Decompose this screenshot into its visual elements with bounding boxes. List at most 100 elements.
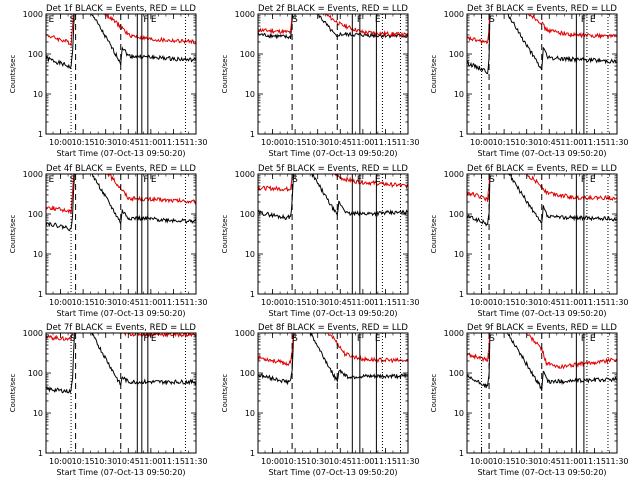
y-tick-label: 10	[33, 409, 43, 418]
x-tick-label: 11:00	[560, 298, 583, 307]
y-axis-title: Counts/sec	[9, 215, 17, 254]
panel-title: Det 6f BLACK = Events, RED = LLD	[467, 164, 617, 174]
interval-marker-label: E	[590, 334, 596, 344]
x-tick-label: 11:15	[374, 457, 397, 466]
y-tick-label: 1000	[444, 10, 464, 19]
x-tick-label: 11:00	[351, 457, 374, 466]
y-tick-label: 1	[250, 449, 255, 458]
series-line-lld	[258, 333, 408, 367]
interval-marker-label: S	[70, 334, 76, 344]
interval-marker-label: S	[489, 175, 495, 185]
x-tick-label: 11:00	[560, 457, 583, 466]
y-tick-label: 100	[449, 50, 464, 59]
y-tick-label: 1000	[235, 10, 255, 19]
x-tick-label: 10:30	[94, 138, 117, 147]
interval-marker-label: F	[143, 15, 148, 25]
y-tick-label: 10	[454, 250, 464, 259]
y-tick-label: 10	[454, 409, 464, 418]
x-tick-label: 10:15	[493, 138, 516, 147]
x-tick-label: 10:45	[538, 138, 561, 147]
x-tick-label: 11:30	[605, 298, 628, 307]
x-tick-label: 11:30	[184, 298, 207, 307]
y-axis-title: Counts/sec	[430, 215, 438, 254]
series-group	[258, 333, 408, 386]
interval-marker-label: E	[375, 334, 381, 344]
x-tick-label: 11:00	[139, 298, 162, 307]
series-line-events	[467, 333, 617, 391]
x-tick-label: 10:15	[284, 298, 307, 307]
x-tick-label: 10:00	[261, 457, 284, 466]
x-axis-title: Start Time (07-Oct-13 09:50:20)	[56, 309, 185, 318]
x-tick-label: 11:00	[351, 138, 374, 147]
x-tick-label: 10:30	[306, 298, 329, 307]
x-tick-label: 11:30	[396, 298, 419, 307]
interval-marker-label: F	[357, 334, 362, 344]
y-tick-label: 1000	[23, 329, 43, 338]
x-tick-label: 11:30	[184, 138, 207, 147]
x-tick-label: 10:00	[470, 138, 493, 147]
y-tick-label: 10	[454, 90, 464, 99]
x-tick-label: 11:30	[605, 138, 628, 147]
x-axis-title: Start Time (07-Oct-13 09:50:20)	[477, 149, 606, 158]
y-tick-label: 1	[38, 130, 43, 139]
panel-title: Det 4f BLACK = Events, RED = LLD	[46, 164, 196, 174]
x-axis-title: Start Time (07-Oct-13 09:50:20)	[268, 309, 397, 318]
y-tick-label: 100	[240, 50, 255, 59]
x-axis-title: Start Time (07-Oct-13 09:50:20)	[477, 468, 606, 477]
interval-marker-label: F	[581, 15, 586, 25]
interval-marker-label: F	[357, 15, 362, 25]
x-tick-label: 10:15	[493, 457, 516, 466]
y-tick-label: 1000	[444, 170, 464, 179]
x-tick-label: 11:00	[351, 298, 374, 307]
x-tick-label: 10:00	[470, 298, 493, 307]
panel-title: Det 8f BLACK = Events, RED = LLD	[258, 323, 408, 333]
series-line-events	[46, 174, 196, 232]
interval-marker-label: S	[489, 15, 495, 25]
panel-title: Det 1f BLACK = Events, RED = LLD	[46, 4, 196, 14]
x-axis-title: Start Time (07-Oct-13 09:50:20)	[268, 149, 397, 158]
interval-marker-label: F	[357, 175, 362, 185]
x-tick-label: 10:00	[49, 138, 72, 147]
y-tick-label: 1	[38, 290, 43, 299]
y-tick-label: 1	[459, 449, 464, 458]
y-tick-label: 1	[459, 130, 464, 139]
panel-title: Det 9f BLACK = Events, RED = LLD	[467, 323, 617, 333]
y-tick-label: 100	[449, 210, 464, 219]
y-tick-label: 100	[28, 50, 43, 59]
x-tick-label: 10:30	[306, 457, 329, 466]
interval-marker-label: S	[70, 15, 76, 25]
x-tick-label: 11:30	[396, 138, 419, 147]
x-tick-label: 11:30	[184, 457, 207, 466]
panel-title: Det 7f BLACK = Events, RED = LLD	[46, 323, 196, 333]
y-tick-label: 10	[245, 409, 255, 418]
y-tick-label: 10	[245, 250, 255, 259]
panel-title: Det 2f BLACK = Events, RED = LLD	[258, 4, 408, 14]
y-tick-label: 1	[459, 290, 464, 299]
x-tick-label: 10:00	[470, 457, 493, 466]
y-tick-label: 1000	[23, 10, 43, 19]
x-tick-label: 10:15	[284, 138, 307, 147]
x-tick-label: 10:30	[94, 457, 117, 466]
x-tick-label: 11:00	[560, 138, 583, 147]
x-tick-label: 11:15	[162, 138, 185, 147]
y-tick-label: 100	[449, 369, 464, 378]
interval-marker-label: S	[292, 334, 298, 344]
x-tick-label: 10:15	[493, 298, 516, 307]
x-tick-label: 11:30	[396, 457, 419, 466]
x-tick-label: 10:15	[72, 138, 95, 147]
y-tick-label: 10	[33, 90, 43, 99]
series-group	[258, 14, 408, 40]
x-tick-label: 10:45	[329, 298, 352, 307]
y-axis-title: Counts/sec	[430, 374, 438, 413]
x-tick-label: 10:15	[72, 298, 95, 307]
x-tick-label: 10:15	[72, 457, 95, 466]
y-tick-label: 10	[245, 90, 255, 99]
y-tick-label: 10	[33, 250, 43, 259]
